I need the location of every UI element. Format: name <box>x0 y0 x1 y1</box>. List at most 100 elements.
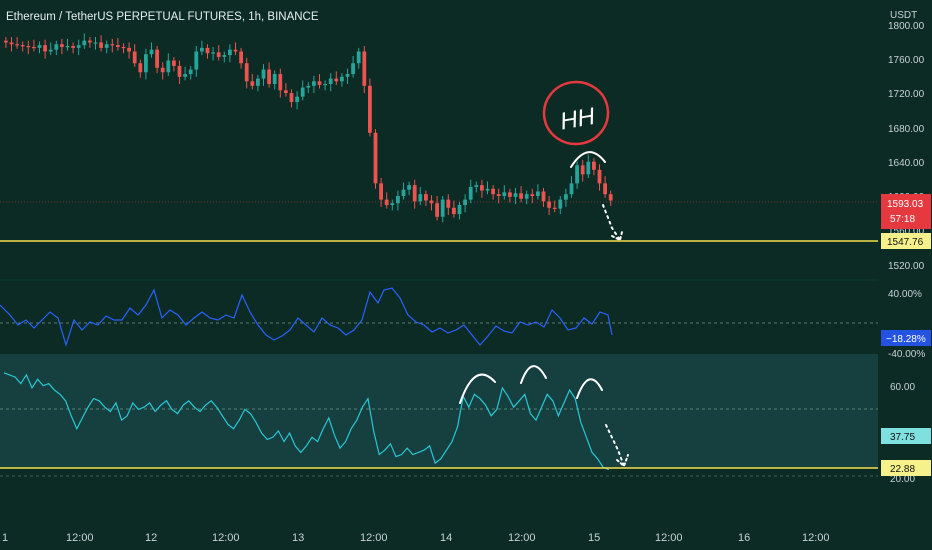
price-tick-label: 1680.00 <box>888 124 925 135</box>
current-price-tag <box>881 194 931 229</box>
candle-body <box>250 81 255 86</box>
price-tick-label: 1720.00 <box>888 89 925 100</box>
candle-body <box>345 74 350 77</box>
chart-title: Ethereum / TetherUS PERPETUAL FUTURES, 1… <box>6 11 319 23</box>
candle-body <box>267 69 271 84</box>
candle-body <box>60 44 64 47</box>
osc2-value-tag <box>881 428 931 444</box>
price-tick-label: 1800.00 <box>888 21 925 32</box>
candle-body <box>558 199 563 209</box>
time-label-0: 1 <box>2 532 8 544</box>
candle-body <box>216 52 221 57</box>
osc1-tick-lower: -40.00% <box>888 349 925 360</box>
price-dotted-arrow <box>602 204 621 241</box>
candle-body <box>222 55 227 57</box>
candle-body <box>412 185 417 202</box>
candle-body <box>564 194 568 200</box>
candle-body <box>446 199 451 208</box>
candle-body <box>155 49 159 68</box>
osc2-support-label: 22.88 <box>890 464 915 475</box>
candle-body <box>317 81 322 85</box>
candle-body <box>82 40 87 46</box>
annotations-group <box>459 80 629 468</box>
candle-body <box>300 87 305 97</box>
price-pane[interactable] <box>0 33 878 281</box>
osc2-arc-3 <box>576 378 603 399</box>
candle-body <box>480 185 484 191</box>
time-label-7: 12:00 <box>508 532 536 544</box>
candle-body <box>328 78 333 84</box>
candle-body <box>121 46 126 49</box>
price-axis[interactable]: USDT 1800.00 1760.00 1720.00 1680.00 1640.00… <box>878 0 932 530</box>
candle-body <box>166 60 171 73</box>
candle-body <box>586 161 591 175</box>
candle-body <box>261 69 266 79</box>
candle-body <box>284 90 288 94</box>
candle-body <box>26 46 31 48</box>
time-label-10: 16 <box>738 532 750 544</box>
candle-body <box>188 69 193 75</box>
candle-body <box>244 63 249 82</box>
candle-body <box>440 199 445 217</box>
candle-body <box>138 63 143 73</box>
candle-body <box>608 194 613 201</box>
candle-body <box>435 203 439 217</box>
candle-body <box>502 192 507 196</box>
candle-body <box>233 49 238 52</box>
candle-body <box>172 60 176 66</box>
candle-body <box>474 185 479 187</box>
candle-body <box>127 47 131 52</box>
candle-body <box>160 67 165 73</box>
hh-circle-annotation <box>542 80 610 146</box>
candle-body <box>76 45 81 48</box>
currency-label: USDT <box>890 10 917 21</box>
candle-body <box>351 63 355 75</box>
candle-body <box>9 42 14 45</box>
osc2-value-label: 37.75 <box>890 432 915 443</box>
candle-body <box>379 183 383 200</box>
oscillator-2-pane[interactable] <box>0 372 878 477</box>
candle-body <box>228 49 232 56</box>
candle-body <box>603 183 607 195</box>
candle-body <box>530 194 535 196</box>
candle-body <box>110 44 115 46</box>
osc2-arc-2 <box>520 365 547 384</box>
candle-body <box>144 54 148 73</box>
candle-body <box>541 191 546 202</box>
candle-body <box>93 42 98 44</box>
candle-body <box>295 96 299 103</box>
candle-body <box>407 185 411 190</box>
time-label-2: 12 <box>145 532 157 544</box>
candle-body <box>468 186 473 200</box>
time-label-9: 12:00 <box>655 532 683 544</box>
candle-body <box>429 200 434 204</box>
osc1-tick-upper: 40.00% <box>888 289 922 300</box>
candle-body <box>491 188 495 195</box>
candle-body <box>65 46 70 48</box>
candle-body <box>323 84 327 86</box>
candle-body <box>132 51 137 64</box>
candle-body <box>519 193 523 199</box>
candles-group <box>4 33 613 223</box>
oscillator-1-pane[interactable] <box>0 287 878 468</box>
price-tick-label: 1640.00 <box>888 158 925 169</box>
current-price-label: 1593.03 <box>887 199 924 210</box>
candle-body <box>552 207 557 209</box>
candle-body <box>340 76 344 82</box>
candle-body <box>390 203 395 206</box>
candle-body <box>54 44 59 50</box>
candle-body <box>569 183 574 195</box>
candle-body <box>485 188 490 191</box>
candle-body <box>513 193 518 197</box>
candle-body <box>362 51 367 86</box>
time-label-1: 12:00 <box>66 532 94 544</box>
candle-body <box>401 189 406 196</box>
candle-body <box>575 165 579 184</box>
time-axis[interactable]: 1 12:00 12 12:00 13 12:00 14 12:00 15 12… <box>0 528 932 550</box>
candle-body <box>373 132 378 184</box>
candle-body <box>71 46 75 48</box>
candle-body <box>396 196 400 204</box>
candle-body <box>452 207 456 215</box>
candle-body <box>4 40 8 43</box>
